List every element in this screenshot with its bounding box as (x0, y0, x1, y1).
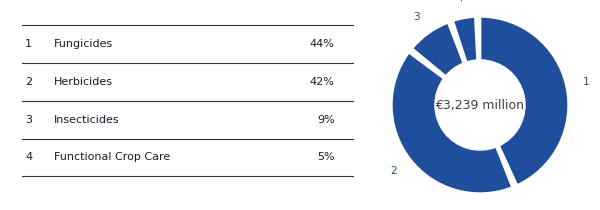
Text: 44%: 44% (310, 39, 335, 49)
Text: 5%: 5% (317, 152, 335, 163)
Text: Herbicides: Herbicides (54, 77, 113, 87)
Text: 3: 3 (413, 12, 420, 22)
Wedge shape (412, 22, 464, 77)
Wedge shape (391, 52, 512, 194)
Text: 3: 3 (25, 115, 32, 125)
Wedge shape (452, 16, 478, 63)
Text: Functional Crop Care: Functional Crop Care (54, 152, 170, 163)
Text: 42%: 42% (310, 77, 335, 87)
Text: 4: 4 (457, 0, 463, 3)
Text: 1: 1 (583, 77, 590, 87)
Text: Fungicides: Fungicides (54, 39, 113, 49)
Text: 1: 1 (25, 39, 32, 49)
Wedge shape (480, 16, 569, 186)
Text: 2: 2 (391, 166, 397, 176)
Text: 2: 2 (25, 77, 32, 87)
Text: 4: 4 (25, 152, 32, 163)
Text: 9%: 9% (317, 115, 335, 125)
Text: €3,239 million: €3,239 million (436, 98, 524, 112)
Text: Insecticides: Insecticides (54, 115, 119, 125)
